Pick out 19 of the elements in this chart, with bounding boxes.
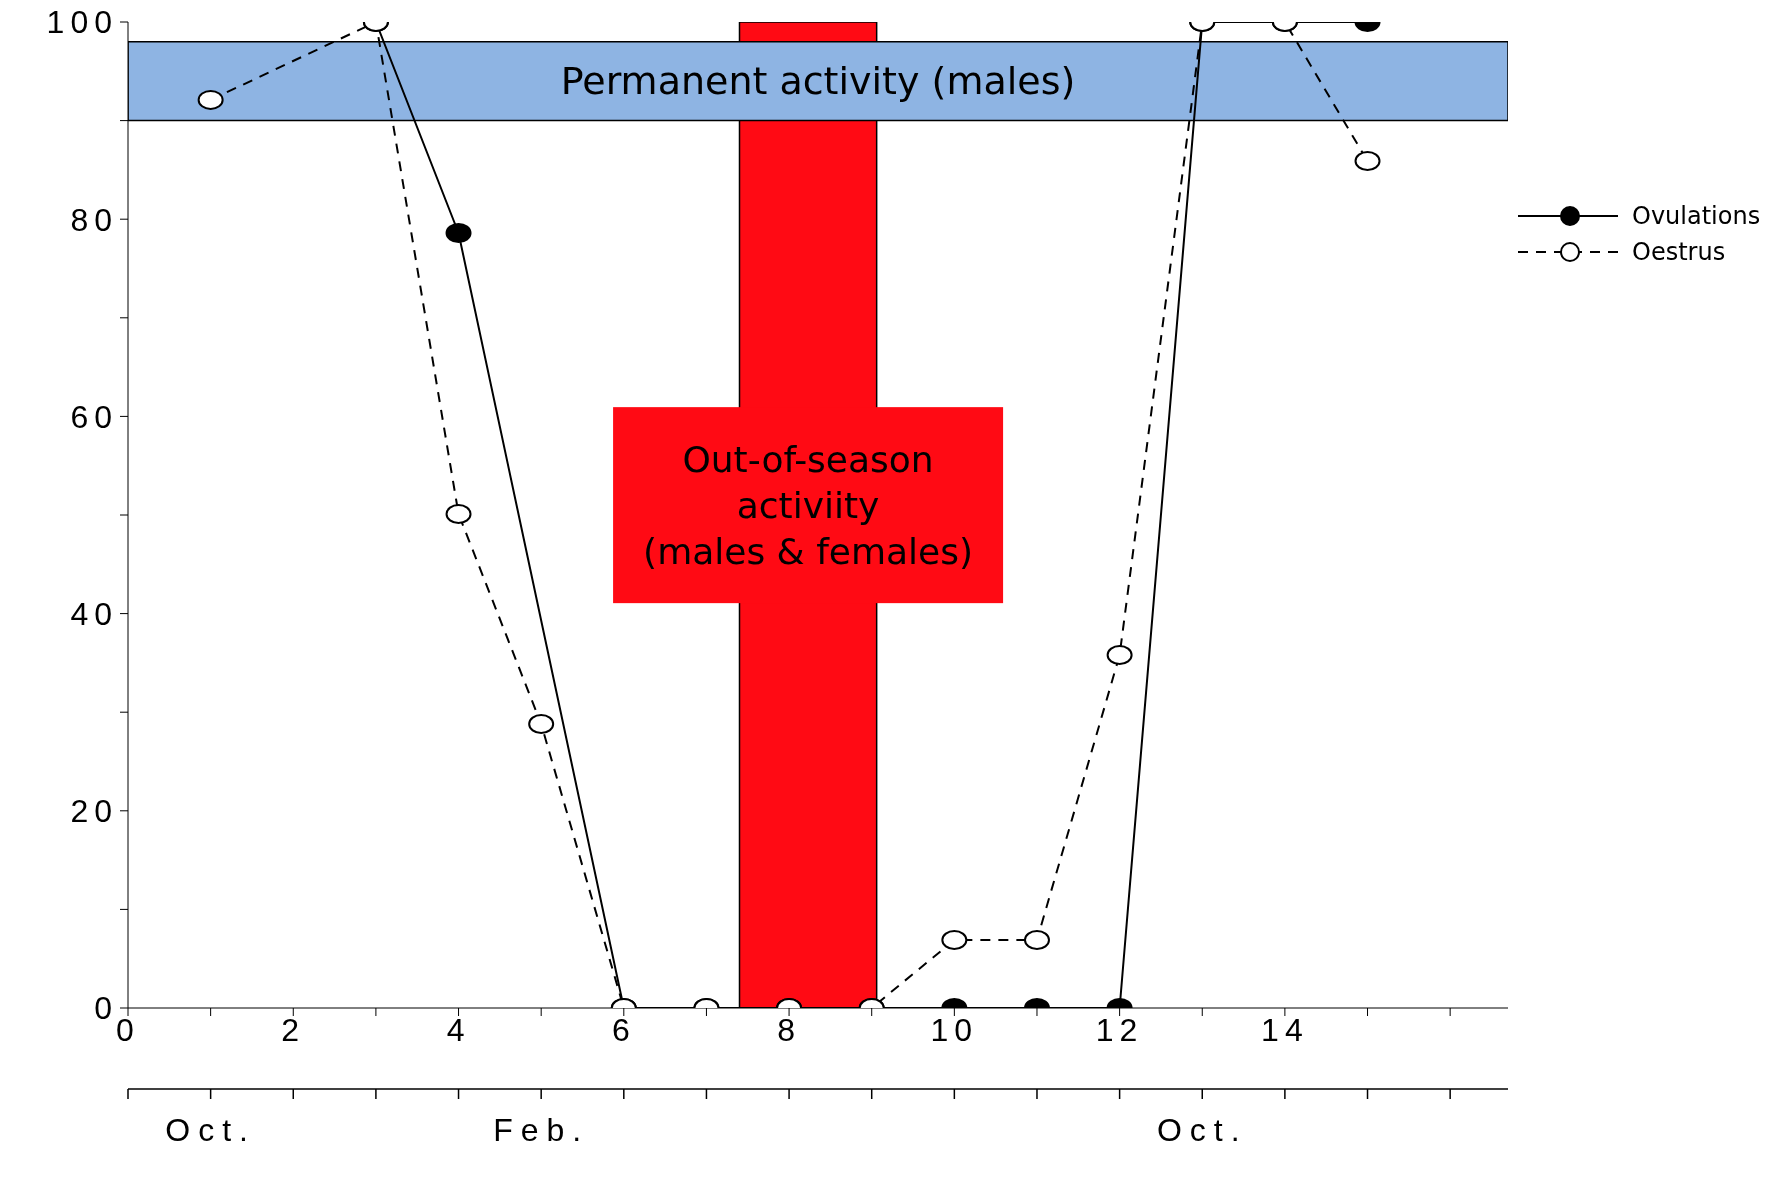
x-tick-label: 8 [777, 1011, 801, 1048]
annotation: Oct. [1156, 1112, 1248, 1148]
x-tick-label: 6 [611, 1011, 636, 1048]
y-tick-label: 40 [70, 595, 118, 632]
y-tick-label: 80 [70, 201, 118, 238]
y-tick-label: 20 [70, 793, 118, 830]
band-label: Out-of-season activiity (males & females) [643, 438, 974, 572]
x-tick-label: 2 [281, 1011, 306, 1048]
x-tick-label: 10 [930, 1011, 979, 1048]
y-tick-label: 100 [46, 4, 118, 41]
x-tick-label: 12 [1095, 1011, 1144, 1048]
y-tick-label: 60 [70, 398, 118, 435]
annotation: Feb. [493, 1112, 590, 1148]
x-tick-label: 4 [446, 1011, 471, 1048]
legend-label: Oestrus [1632, 238, 1726, 266]
legend-label: Ovulations [1632, 202, 1761, 230]
band-label: Permanent activity (males) [560, 59, 1076, 104]
annotation: Oct. [165, 1112, 256, 1148]
x-tick-label: 14 [1261, 1011, 1309, 1048]
